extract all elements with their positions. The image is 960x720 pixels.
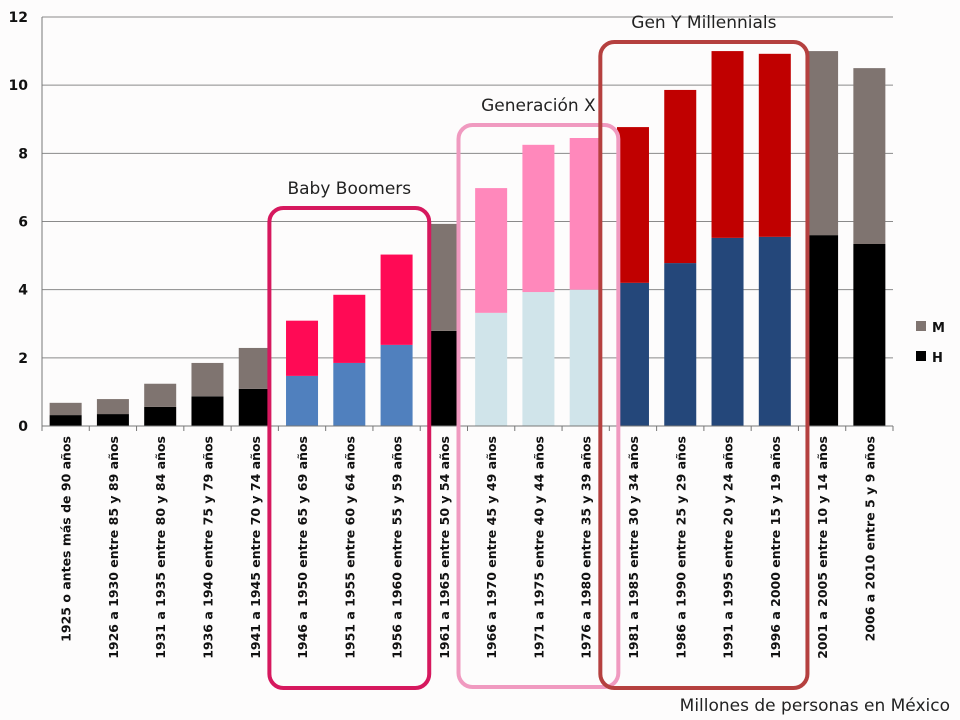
bar-m — [286, 320, 319, 376]
x-tick-label: 1966 a 1970 entre 45 y 49 años — [484, 436, 499, 659]
bar-m — [522, 144, 555, 293]
gridlines — [42, 16, 893, 427]
category-labels: 1925 o antes más de 90 años 1926 a 1930 e… — [59, 436, 878, 659]
bar-m — [49, 402, 82, 416]
bar-h — [569, 289, 602, 426]
x-tick-label: 2001 a 2005 entre 10 y 14 años — [815, 436, 830, 659]
generation-label: Generación X — [481, 96, 596, 116]
bar-h — [380, 344, 413, 426]
bar-h — [664, 263, 697, 426]
legend-label-m: M — [932, 321, 945, 336]
x-tick-label: 1986 a 1990 entre 25 y 29 años — [673, 436, 688, 659]
x-tick-label: 1931 a 1935 entre 80 y 84 años — [153, 436, 168, 659]
x-tick-label: 1946 a 1950 entre 65 y 69 años — [295, 436, 310, 659]
x-tick-label: 1961 a 1965 entre 50 y 54 años — [437, 436, 452, 659]
bar-h — [711, 237, 744, 426]
y-tick-label: 12 — [9, 10, 28, 26]
bar-h — [144, 406, 177, 426]
legend: M H — [916, 321, 945, 366]
y-tick-label: 0 — [18, 419, 28, 435]
generation-box — [456, 123, 621, 689]
x-tick-label: 1971 a 1975 entre 40 y 44 años — [531, 436, 546, 659]
x-tick-label: 1976 a 1980 entre 35 y 39 años — [579, 436, 594, 659]
bar-m — [616, 127, 649, 283]
bar-m — [569, 137, 602, 290]
legend-swatch-m — [916, 321, 926, 331]
generation-label: Gen Y Millennials — [631, 13, 776, 33]
bar-h — [333, 362, 366, 426]
generation-box — [267, 206, 432, 690]
y-tick-label: 2 — [18, 351, 28, 367]
x-tick-label: 1925 o antes más de 90 años — [59, 436, 74, 642]
x-tick-label: 1981 a 1985 entre 30 y 34 años — [626, 436, 641, 659]
bar-m — [853, 68, 886, 244]
x-tick-label: 1941 a 1945 entre 70 y 74 años — [248, 436, 263, 659]
y-tick-label: 8 — [18, 146, 28, 162]
bar-h — [806, 235, 839, 426]
x-tick-label: 1956 a 1960 entre 55 y 59 años — [390, 436, 405, 659]
x-tick-label: 2006 a 2010 entre 5 y 9 años — [862, 436, 877, 641]
bar-h — [238, 388, 271, 426]
bar-h — [853, 243, 886, 426]
bar-h — [522, 292, 555, 426]
bar-m — [427, 223, 460, 331]
bar-m — [333, 294, 366, 363]
bar-h — [758, 236, 791, 426]
footer-annotation: Millones de personas en México — [680, 696, 950, 716]
y-tick-label: 4 — [18, 283, 28, 299]
x-tick-label: 1936 a 1940 entre 75 y 79 años — [200, 436, 215, 659]
bar-h — [49, 415, 82, 426]
bar-h — [475, 312, 508, 426]
generation-boxes: Baby Boomers Generación X Gen Y Millennial… — [267, 13, 810, 690]
bar-h — [286, 375, 319, 426]
bar-m — [96, 399, 129, 415]
x-tick-label: 1926 a 1930 entre 85 y 89 años — [106, 436, 121, 659]
bars — [49, 51, 886, 426]
x-tick-label: 1951 a 1955 entre 60 y 64 años — [342, 436, 357, 659]
bar-m — [238, 347, 271, 389]
bar-h — [427, 330, 460, 426]
legend-label-h: H — [932, 351, 943, 366]
axes: 0 2 4 6 8 10 12 — [9, 10, 894, 435]
legend-swatch-h — [916, 351, 926, 361]
x-tick-label: 1991 a 1995 entre 20 y 24 años — [721, 436, 736, 659]
y-tick-label: 6 — [18, 215, 28, 231]
bar-m — [380, 254, 413, 345]
bar-m — [475, 188, 508, 313]
x-tick-label: 1996 a 2000 entre 15 y 19 años — [768, 436, 783, 659]
bar-m — [191, 362, 224, 397]
generation-label: Baby Boomers — [287, 179, 411, 199]
generation-box — [598, 40, 810, 690]
bar-m — [664, 89, 697, 264]
bar-h — [96, 414, 129, 426]
bar-m — [758, 53, 791, 237]
bar-h — [191, 396, 224, 426]
bar-m — [806, 51, 839, 236]
bar-m — [144, 383, 177, 407]
y-tick-label: 10 — [9, 78, 29, 94]
bar-m — [711, 51, 744, 238]
bar-h — [616, 282, 649, 426]
